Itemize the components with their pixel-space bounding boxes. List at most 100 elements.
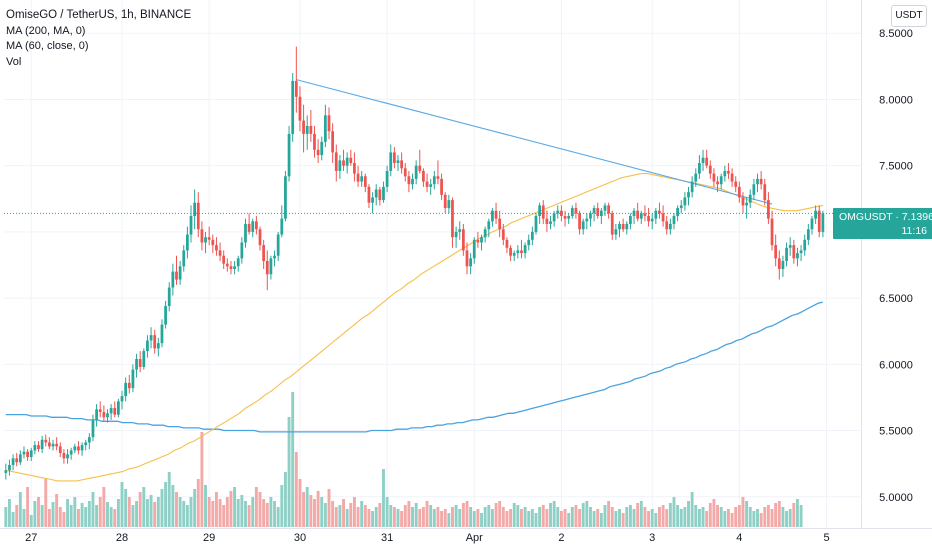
- volume-bar: [701, 507, 705, 527]
- indicator-vol-label[interactable]: Vol: [6, 55, 22, 68]
- candle-body: [694, 173, 698, 182]
- volume-bar: [687, 501, 690, 527]
- candle-body: [182, 250, 186, 267]
- volume-bar: [530, 509, 534, 527]
- time-tick-label: 3: [649, 532, 655, 544]
- candle-body: [102, 412, 106, 418]
- candle-body: [592, 208, 596, 214]
- volume-bar: [501, 507, 505, 527]
- volume-bar: [265, 503, 269, 527]
- candle-body: [186, 234, 189, 251]
- volume-bar: [116, 499, 120, 527]
- candle-body: [160, 324, 164, 344]
- candle-body: [472, 239, 476, 259]
- volume-bar: [632, 509, 636, 527]
- last-price-label: OMGUSDT · 7.1396: [839, 211, 932, 223]
- candle-body: [767, 200, 770, 219]
- candle-body: [752, 184, 756, 195]
- candle-body: [215, 245, 218, 251]
- volume-bar: [407, 501, 411, 527]
- candle-body: [338, 160, 342, 171]
- candle-body: [356, 173, 360, 182]
- volume-bar: [799, 505, 803, 527]
- candle-body: [196, 202, 200, 230]
- candle-body: [225, 263, 229, 267]
- volume-bar: [534, 513, 538, 527]
- volume-bar: [697, 509, 701, 527]
- volume-bar: [298, 479, 302, 527]
- candle-body: [178, 266, 182, 280]
- volume-bar: [480, 513, 483, 527]
- volume-bar: [378, 503, 382, 527]
- candle-body: [530, 231, 534, 240]
- volume-bar: [421, 507, 425, 527]
- volume-bar: [392, 507, 396, 527]
- time-tick-label: 27: [25, 532, 37, 544]
- candle-body: [701, 157, 705, 164]
- volume-bar: [512, 503, 516, 527]
- candle-body: [705, 157, 709, 166]
- volume-bar: [389, 505, 393, 527]
- volume-bar: [712, 499, 716, 527]
- candle-body: [48, 442, 51, 447]
- candle-body: [461, 229, 465, 251]
- currency-button[interactable]: USDT: [891, 5, 927, 27]
- indicator-ma60-label[interactable]: MA (60, close, 0): [6, 40, 89, 52]
- last-price-value: 7.1396: [901, 211, 932, 223]
- volume-bar: [382, 469, 385, 527]
- candle-body: [788, 245, 792, 248]
- volume-bar: [432, 509, 436, 527]
- indicator-ma200-label[interactable]: MA (200, MA, 0): [6, 24, 86, 37]
- volume-bar: [756, 509, 759, 527]
- ma60-line: [5, 173, 824, 482]
- volume-bar: [280, 485, 284, 527]
- candle-body: [58, 446, 62, 454]
- volume-bar: [592, 511, 596, 527]
- candle-body: [799, 250, 803, 254]
- ma60-series: [5, 173, 824, 482]
- candle-body: [247, 223, 251, 232]
- candle-body: [549, 221, 552, 224]
- candle-body: [396, 160, 400, 164]
- volume-bar: [505, 511, 509, 527]
- candle-body: [389, 152, 393, 171]
- volume-bar: [574, 505, 578, 527]
- volume-bar: [247, 505, 251, 527]
- volume-bar: [80, 503, 84, 527]
- volume-bar: [185, 505, 189, 527]
- candle-body: [491, 210, 494, 222]
- volume-bar: [244, 501, 247, 527]
- bar-countdown: 11:16: [901, 225, 928, 237]
- volume-bar: [142, 487, 146, 527]
- volume-bar: [708, 503, 712, 527]
- volume-bar: [236, 499, 240, 527]
- candle-body: [814, 210, 817, 219]
- volume-bar: [313, 499, 316, 527]
- volume-bar: [189, 497, 193, 527]
- candle-body: [127, 382, 131, 389]
- symbol-title[interactable]: OmiseGO / TetherUS, 1h, BINANCE: [6, 9, 192, 21]
- volume-bar: [545, 509, 549, 527]
- volume-bar: [62, 512, 66, 527]
- candle-body: [552, 213, 556, 222]
- volume-bar: [781, 507, 785, 527]
- candle-body: [411, 178, 414, 185]
- candle-body: [40, 439, 44, 450]
- volume-bar: [7, 499, 11, 527]
- volume-bar: [469, 507, 473, 527]
- candle-body: [596, 208, 600, 216]
- candle-body: [44, 439, 48, 443]
- candle-body: [570, 208, 574, 216]
- candle-body: [817, 210, 821, 232]
- candle-body: [563, 216, 567, 219]
- volume-bar: [650, 509, 654, 527]
- candle-body: [719, 176, 723, 185]
- volume-bar: [643, 507, 647, 527]
- volume-bar: [559, 511, 563, 527]
- candle-body: [218, 250, 222, 256]
- candle-body: [527, 239, 531, 246]
- trendline[interactable]: [296, 79, 773, 205]
- volume-bar: [175, 492, 178, 527]
- candle-body: [440, 178, 443, 195]
